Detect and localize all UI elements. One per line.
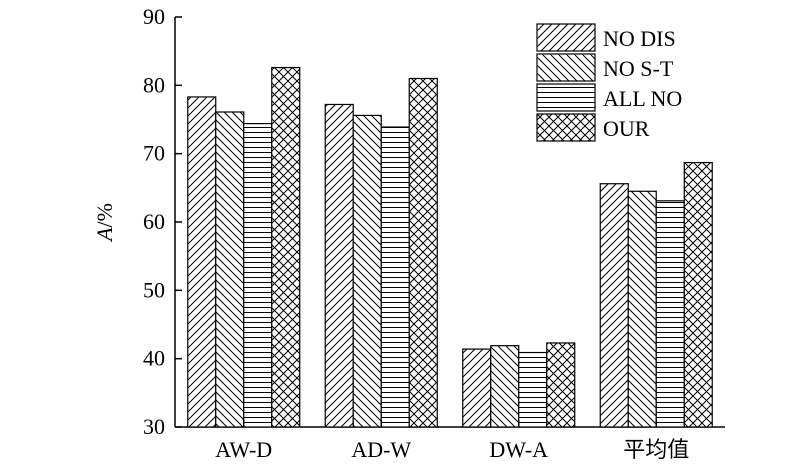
bar-our-3 [683,161,713,428]
x-category-label: AD-W [351,437,411,462]
x-category-label: DW-A [489,437,548,462]
bar-no-dis-0 [187,96,217,428]
legend-label: NO S-T [603,56,674,81]
legend-swatch [536,23,596,52]
bars [187,66,713,428]
y-tick-label: 40 [143,346,165,371]
bar-all-no-1 [380,126,410,428]
legend-swatch [536,83,596,112]
legend-swatch [536,113,596,142]
legend: NO DIS NO S-T ALL NO OUR [536,23,682,142]
x-category-label: 平均值 [623,437,689,462]
bar-our-0 [271,66,301,428]
y-tick-label: 90 [143,4,165,29]
bar-no-dis-1 [324,103,354,428]
bar-no-s-t-1 [352,114,382,428]
legend-label: NO DIS [603,26,676,51]
y-tick-label: 50 [143,277,165,302]
y-tick-label: 70 [143,141,165,166]
bar-no-s-t-0 [215,111,245,428]
x-category-label: AW-D [215,437,272,462]
y-axis-title: A/% [92,203,117,243]
y-tick-label: 60 [143,209,165,234]
bar-our-1 [408,77,438,428]
y-tick-label: 80 [143,72,165,97]
legend-swatch [536,53,596,82]
bar-all-no-3 [655,200,685,428]
y-ticks: 30 40 50 60 70 80 90 [143,4,182,439]
y-axis-title-rest: /% [92,203,117,227]
bar-all-no-2 [518,351,548,428]
bar-no-s-t-3 [627,190,657,428]
y-axis-title-italic: A [92,227,117,243]
bar-no-s-t-2 [490,345,520,428]
bar-no-dis-2 [462,348,492,428]
y-tick-label: 30 [143,414,165,439]
legend-label: ALL NO [603,86,682,111]
legend-label: OUR [603,116,650,141]
bar-all-no-0 [243,122,273,428]
bar-our-2 [546,342,576,428]
x-ticks: AW-D AD-W DW-A 平均值 [215,420,689,462]
bar-no-dis-3 [599,183,629,428]
